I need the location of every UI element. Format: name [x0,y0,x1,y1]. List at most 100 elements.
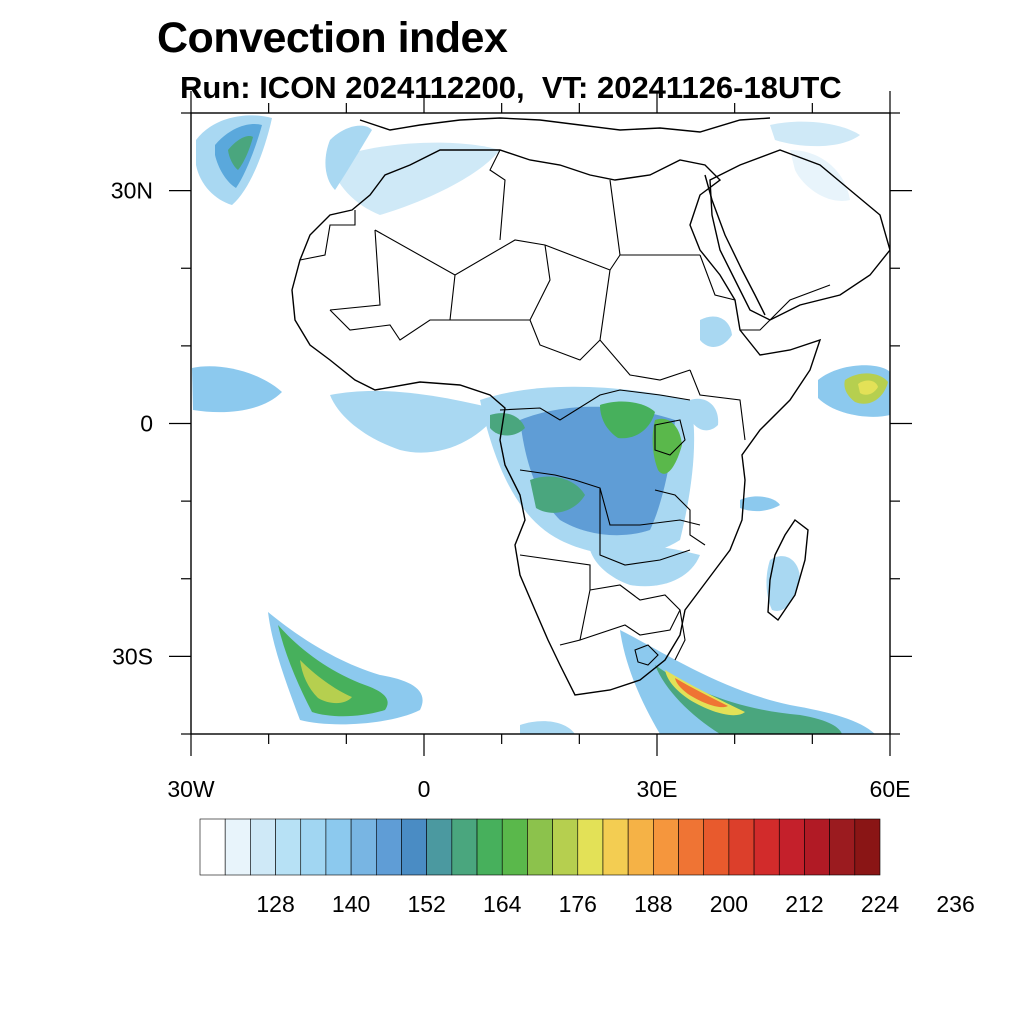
colorbar-label: 152 [407,891,445,917]
convection-patch-west-atlantic-eq [192,366,282,413]
colorbar-swatch [627,818,654,876]
colorbar-swatch [728,818,755,876]
lon-tick-label: 30W [167,776,215,802]
convection-patch-comoros [740,496,780,512]
convection-green-congo-3 [490,413,525,436]
convection-green-lakes [652,418,682,474]
colorbar-label: 164 [483,891,522,917]
convection-hot-indian-ocean [858,380,878,395]
colorbar-swatch [426,818,453,876]
convection-core-south-atlantic [278,625,388,717]
colorbar-swatch [577,818,604,876]
border-20 [654,489,706,546]
colorbar-swatch [552,818,579,876]
lat-tick-label: 30N [111,178,153,204]
colorbar-label: 176 [559,891,597,917]
border-14 [499,389,691,421]
border-6 [609,179,621,256]
colorbar-label: 224 [861,891,900,917]
colorbar-labels: 128 140 152 164 176 188 200 212 224 236 [256,891,974,917]
border-15 [519,469,701,526]
red-sea-coast [704,174,766,316]
border-19 [674,609,686,661]
border-7 [529,244,691,381]
country-borders [299,149,831,666]
convection-patch-arabia [790,150,850,201]
border-16 [599,488,691,566]
colorbar-label: 188 [634,891,672,917]
colorbar-swatch [753,818,780,876]
convection-patch-se-africa-band [620,630,875,734]
border-22 [634,644,659,666]
colorbar-swatch [375,818,402,876]
convection-yellow-se-band [665,670,745,716]
colorbar-label: 140 [332,891,370,917]
chart-title: Convection index [157,14,508,62]
colorbar-swatch [804,818,830,876]
border-2 [329,229,381,311]
coastlines [291,117,890,696]
colorbar-swatch [854,818,881,876]
convection-green-congo-1 [600,401,655,439]
colorbar-swatch [451,818,478,876]
border-8 [449,274,530,321]
border-1 [299,210,356,261]
convection-patch-east-africa [690,398,719,431]
convection-patch-madagascar [766,556,800,611]
colorbar-swatch [829,818,856,876]
colorbar-label: 212 [785,891,823,917]
colorbar-swatch [325,818,352,876]
arabia-coastline [709,149,890,321]
colorbar-swatch [703,818,730,876]
colorbar-swatch [476,818,503,876]
convection-green-north-atlantic [228,136,253,170]
border-4 [489,149,506,241]
convection-patch-gulf-guinea [330,390,500,453]
convection-patch-ethiopia [700,316,732,347]
colorbar-swatch [602,818,629,876]
colorbar-label: 200 [710,891,748,917]
axis-tick-labels: 30W 0 30E 60E 30N 0 30S [111,178,911,802]
colorbar-swatch [678,818,705,876]
convection-green-congo-2 [530,476,585,513]
colorbar-swatch [501,818,528,876]
lon-tick-label: 30E [637,776,678,802]
europe-coastline [359,117,771,133]
colorbar-label: 128 [256,891,294,917]
colorbar-label: 236 [936,891,974,917]
colorbar-swatch [199,818,226,876]
lon-tick-label: 60E [870,776,911,802]
colorbar-swatch [778,818,805,876]
axis-ticks [169,91,912,756]
convection-patch-morocco [325,125,372,190]
convection-field [192,115,890,734]
border-11 [699,254,736,301]
border-13 [689,369,746,441]
madagascar-coastline [767,518,809,622]
border-10 [599,269,611,341]
convection-patch-southern-africa [590,544,700,587]
convection-patch-cape [520,721,575,734]
colorbar-swatch [527,818,553,876]
colorbar-swatch [653,818,679,876]
convection-core-se-band [655,665,842,734]
convection-yellow-south-atlantic [300,660,352,704]
border-5 [544,244,700,271]
border-3 [374,229,546,276]
colorbar [199,818,881,876]
lon-tick-label: 0 [418,776,431,802]
colorbar-swatch [401,818,427,876]
convection-patch-sahara-north [330,142,500,215]
border-12 [740,284,831,331]
chart-subtitle: Run: ICON 2024112200, VT: 20241126-18UTC [180,70,842,105]
colorbar-swatch [300,818,327,876]
convection-patch-east-med [770,121,860,147]
border-21 [654,419,686,456]
lat-tick-label: 30S [112,643,153,669]
colorbar-swatch [350,818,377,876]
colorbar-swatch [250,818,276,876]
convection-red-se-band [675,678,728,708]
colorbar-swatch [275,818,302,876]
colorbar-swatch [224,818,251,876]
